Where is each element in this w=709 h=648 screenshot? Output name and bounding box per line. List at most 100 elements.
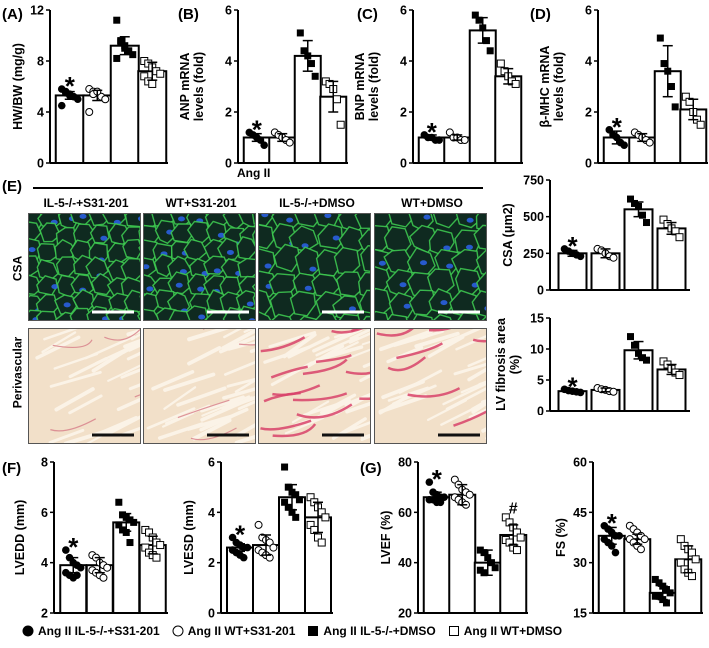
bar-chart-svg: 0 2 4 6 LVESD (mm) *	[182, 456, 333, 621]
svg-text:45: 45	[573, 506, 587, 520]
chart-lvedd: 2 4 6 8 LVEDD (mm) *	[0, 415, 180, 621]
svg-text:750: 750	[523, 174, 544, 188]
svg-text:ANP mRNA: ANP mRNA	[178, 53, 192, 121]
svg-text:80: 80	[398, 456, 412, 470]
svg-text:4: 4	[225, 55, 232, 69]
svg-text:HW/BW (mg/g): HW/BW (mg/g)	[11, 43, 25, 130]
svg-text:LVESD (mm): LVESD (mm)	[182, 500, 196, 575]
condition-label-4: WT+DMSO	[401, 196, 463, 210]
svg-text:5: 5	[537, 374, 544, 388]
chart-csa: 0 250 500 750 CSA (μm2) *	[490, 165, 709, 305]
svg-text:10: 10	[530, 343, 544, 357]
condition-label-2: WT+S31-201	[165, 196, 237, 210]
chart-lvef: 20 40 60 80 LVEF (%) * #	[350, 415, 530, 621]
svg-text:0: 0	[537, 284, 544, 298]
svg-text:0: 0	[400, 157, 407, 171]
svg-text:2: 2	[400, 106, 407, 120]
panel-letter-c: (C)	[357, 6, 378, 23]
svg-text:*: *	[432, 464, 443, 494]
chart-lvesd: 0 2 4 6 LVESD (mm) *	[175, 415, 355, 621]
svg-text:LVEF (%): LVEF (%)	[379, 511, 393, 565]
svg-text:2: 2	[208, 556, 215, 570]
svg-text:2: 2	[225, 106, 232, 120]
bar-chart-svg: 0 2 4 6 ANP mRNA levels (fold) *	[178, 4, 348, 171]
svg-text:CSA (μm2): CSA (μm2)	[501, 203, 515, 266]
ang-ii-axis-label: Ang II	[237, 166, 271, 180]
svg-text:LVEDD (mm): LVEDD (mm)	[13, 500, 27, 575]
svg-text:20: 20	[398, 607, 412, 621]
svg-text:4: 4	[208, 506, 215, 520]
bar-chart-svg: 0 4 8 12 HW/BW (mg/g) *	[11, 4, 168, 171]
svg-text:4: 4	[400, 55, 407, 69]
panel-e-header-line	[33, 187, 483, 189]
svg-text:levels (fold): levels (fold)	[367, 52, 381, 121]
svg-text:*: *	[252, 114, 263, 144]
svg-text:BNP mRNA: BNP mRNA	[353, 53, 367, 121]
perivascular-micrograph	[258, 328, 371, 444]
chart-bmhc-mrna: 0 2 4 6 β-MHC mRNA levels (fold) *	[520, 0, 709, 171]
svg-text:40: 40	[398, 556, 412, 570]
panel-letter-e: (E)	[2, 178, 22, 195]
svg-text:β-MHC mRNA: β-MHC mRNA	[538, 46, 552, 128]
svg-text:0: 0	[225, 157, 232, 171]
svg-text:*: *	[567, 231, 578, 261]
legend-label-2: Ang II WT+S31-201	[187, 624, 296, 638]
svg-text:0: 0	[585, 157, 592, 171]
chart-lv-fibrosis: 0 5 10 15 LV fibrosis area (%) *	[490, 300, 709, 419]
svg-text:15: 15	[530, 312, 544, 326]
svg-text:*: *	[235, 520, 246, 550]
legend-item-1: Ang II IL-5-/-+S31-201	[22, 624, 160, 638]
svg-text:60: 60	[398, 506, 412, 520]
legend-item-3: Ang II IL-5-/-+DMSO	[307, 624, 436, 638]
bar-chart-svg: 15 30 45 60 FS (%) *	[554, 456, 703, 621]
svg-text:6: 6	[400, 4, 407, 18]
svg-text:*: *	[68, 532, 79, 562]
condition-label-3: IL-5-/-+DMSO	[279, 196, 355, 210]
chart-anp-mrna: 0 2 4 6 ANP mRNA levels (fold) *	[170, 0, 350, 171]
row-label-perivascular: Perivascular	[10, 336, 25, 409]
svg-text:30: 30	[573, 556, 587, 570]
svg-text:6: 6	[225, 4, 232, 18]
perivascular-micrograph	[374, 328, 487, 444]
svg-text:60: 60	[573, 456, 587, 470]
legend-item-2: Ang II WT+S31-201	[172, 624, 296, 638]
svg-text:(%): (%)	[508, 355, 522, 374]
legend-label-1: Ang II IL-5-/-+S31-201	[38, 624, 160, 638]
svg-text:4: 4	[37, 106, 44, 120]
open-circle-icon	[172, 625, 184, 637]
svg-text:8: 8	[37, 55, 44, 69]
csa-micrograph	[374, 213, 487, 321]
svg-text:FS (%): FS (%)	[554, 518, 568, 557]
bar-chart-svg: 0 5 10 15 LV fibrosis area (%) *	[494, 312, 690, 419]
panel-letter-d: (D)	[530, 6, 551, 23]
perivascular-micrograph	[28, 328, 141, 444]
condition-label-1: IL-5-/-+S31-201	[43, 196, 129, 210]
svg-text:0: 0	[537, 405, 544, 416]
svg-text:*: *	[65, 71, 76, 101]
svg-text:8: 8	[41, 456, 48, 470]
filled-square-icon	[308, 626, 319, 636]
svg-text:500: 500	[523, 210, 544, 224]
svg-text:4: 4	[585, 55, 592, 69]
csa-micrograph	[28, 213, 141, 321]
svg-text:#: #	[509, 500, 518, 517]
perivascular-micrograph	[143, 328, 256, 444]
panel-letter-f: (F)	[2, 460, 22, 477]
svg-text:15: 15	[573, 607, 587, 621]
csa-micrograph	[258, 213, 371, 321]
legend-label-4: Ang II WT+DMSO	[463, 624, 563, 638]
svg-text:6: 6	[208, 456, 215, 470]
svg-text:*: *	[612, 112, 623, 142]
bar-chart-svg: 20 40 60 80 LVEF (%) * #	[379, 456, 528, 621]
svg-text:*: *	[567, 371, 578, 401]
chart-bnp-mrna: 0 2 4 6 BNP mRNA levels (fold) *	[345, 0, 525, 171]
legend-label-3: Ang II IL-5-/-+DMSO	[323, 624, 436, 638]
filled-circle-icon	[22, 625, 34, 637]
svg-text:levels (fold): levels (fold)	[552, 52, 566, 121]
svg-text:2: 2	[41, 607, 48, 621]
svg-text:4: 4	[41, 556, 48, 570]
svg-text:12: 12	[30, 4, 44, 18]
svg-text:0: 0	[37, 157, 44, 171]
svg-text:2: 2	[585, 106, 592, 120]
panel-letter-g: (G)	[360, 460, 382, 477]
